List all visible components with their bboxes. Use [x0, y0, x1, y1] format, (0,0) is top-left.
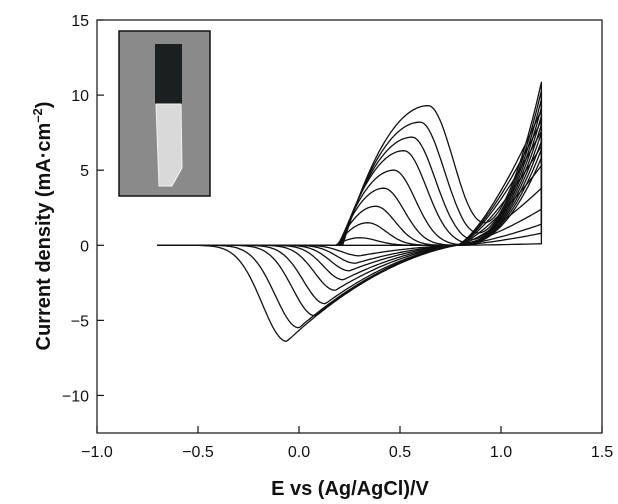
x-tick-label: 1.5 [591, 444, 613, 461]
y-axis: −10 −5 0 5 10 15 [62, 13, 104, 405]
x-tick-label: 0.5 [389, 444, 411, 461]
y-axis-title-main: Current density (mA·cm [33, 123, 55, 351]
y-tick-label: 0 [80, 238, 89, 255]
x-tick-label: −1.0 [81, 444, 113, 461]
y-axis-title-end: ) [33, 102, 55, 109]
y-tick-label: −10 [62, 388, 89, 405]
cv-series-line [156, 90, 543, 329]
y-tick-label: 10 [71, 88, 89, 105]
cv-series-line [156, 132, 543, 272]
x-tick-label: 0.0 [288, 444, 310, 461]
series-group [156, 81, 543, 343]
y-tick-label: 5 [80, 163, 89, 180]
cv-series-line [156, 115, 543, 291]
cv-series-line [156, 81, 543, 343]
cv-series-line [156, 98, 543, 317]
x-tick-label: 1.0 [490, 444, 512, 461]
y-axis-title: Current density (mA·cm–2) [30, 102, 55, 351]
plot-frame [96, 19, 603, 434]
x-axis: −1.0 −0.5 0.0 0.5 1.0 1.5 [81, 426, 613, 461]
cv-series-line [156, 123, 543, 281]
inset-photo [118, 30, 211, 197]
cv-series-line [156, 107, 543, 305]
cv-series-line [156, 157, 543, 246]
x-axis-title: E vs (Ag/AgCl)/V [271, 478, 429, 500]
x-tick-label: −0.5 [182, 444, 214, 461]
inset-electrode-substrate [155, 103, 183, 187]
inset-electrode-coated [155, 44, 182, 104]
y-tick-label: 15 [71, 13, 89, 30]
y-tick-label: −5 [71, 313, 89, 330]
y-axis-title-superscript: –2 [30, 108, 45, 122]
